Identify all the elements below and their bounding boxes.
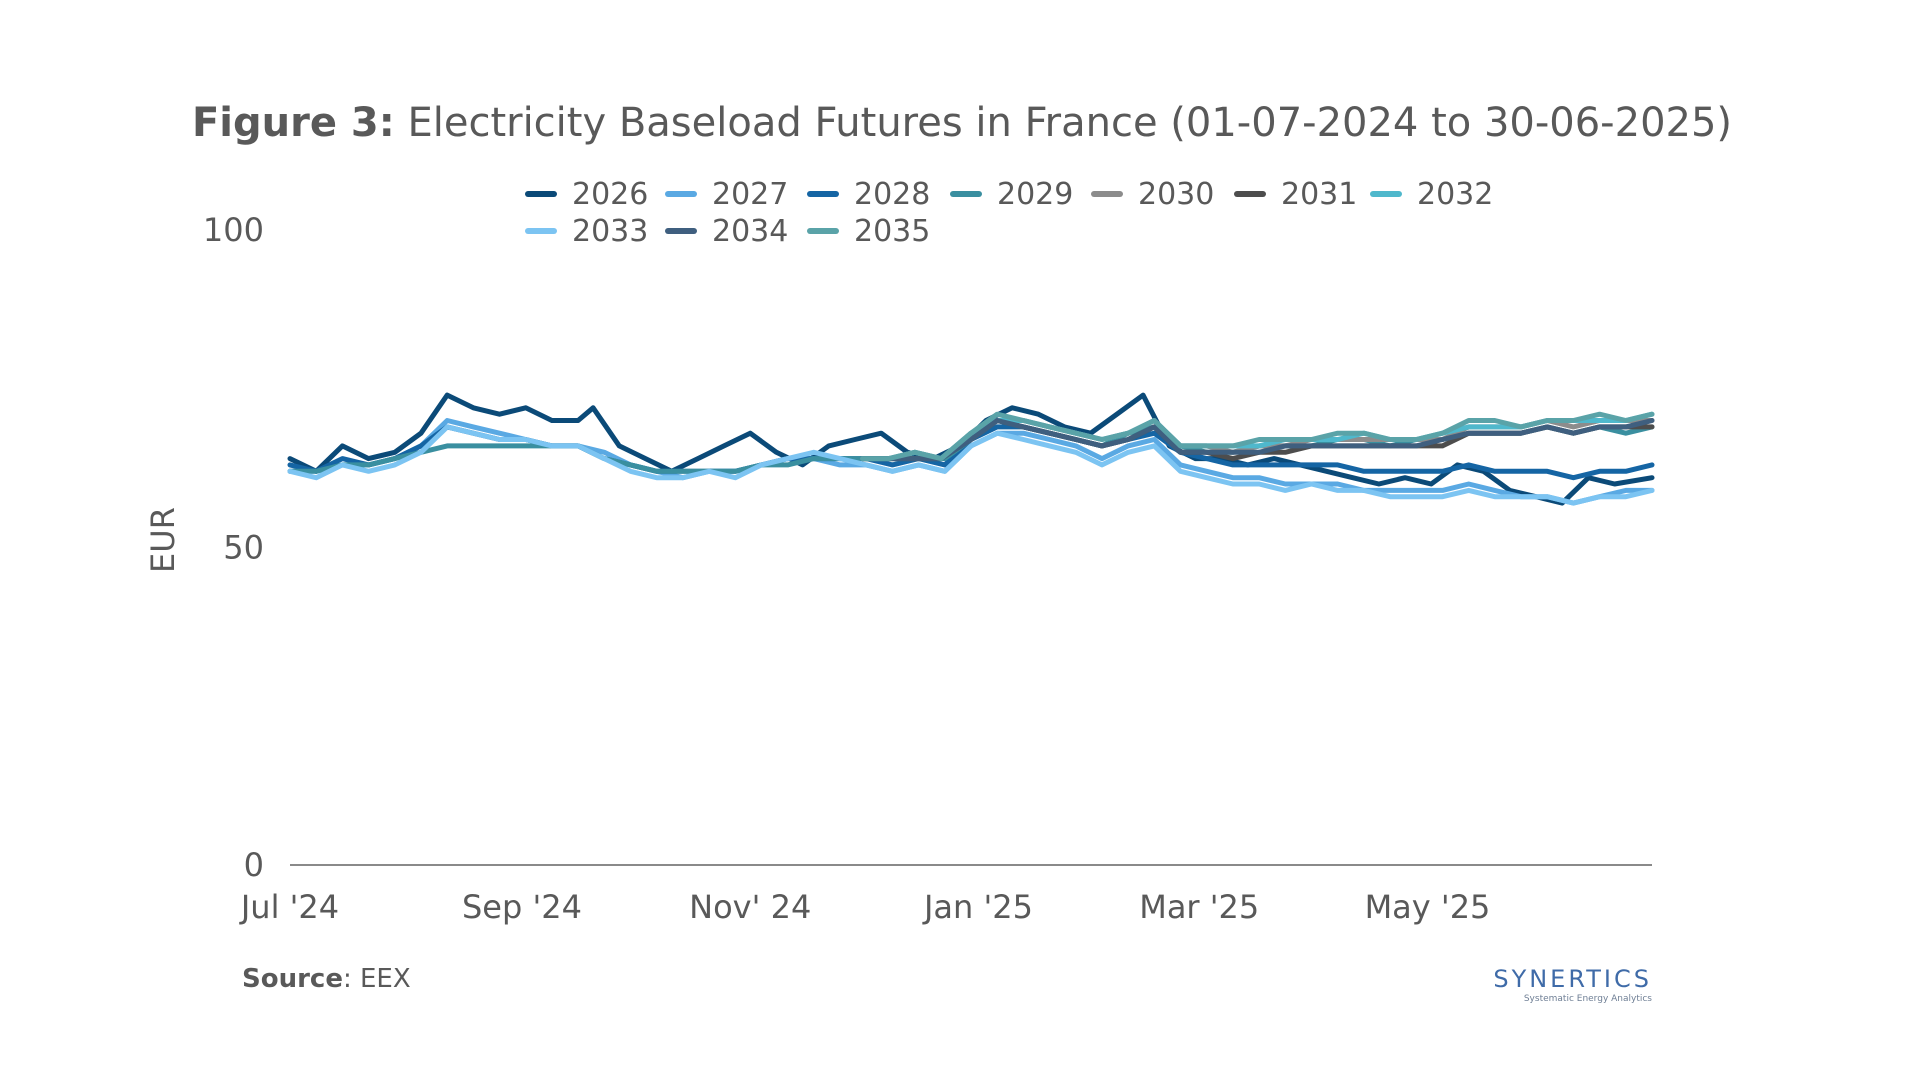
x-tick-label: Mar '25 bbox=[1139, 888, 1259, 926]
x-axis-ticks: Jul '24 Sep '24 Nov' 24 Jan '25 Mar '25 May '… bbox=[239, 888, 1491, 926]
source-label: Source bbox=[242, 964, 343, 994]
series-line-2033 bbox=[287, 424, 1655, 506]
legend-label: 2031 bbox=[1281, 177, 1357, 212]
legend: 2026 2027 2028 2029 2030 2031 2032 2033 2034 2035 bbox=[525, 177, 1493, 249]
x-tick-label: Jul '24 bbox=[239, 888, 339, 926]
logo-name: SYNERTICS bbox=[1493, 965, 1652, 993]
legend-label: 2032 bbox=[1417, 177, 1493, 212]
legend-label: 2033 bbox=[572, 214, 648, 249]
legend-label: 2034 bbox=[712, 214, 788, 249]
y-axis-title: EUR bbox=[144, 507, 182, 573]
legend-label: 2028 bbox=[854, 177, 930, 212]
chart-title-bold: Figure 3: bbox=[192, 100, 395, 146]
legend-label: 2035 bbox=[854, 214, 930, 249]
legend-label: 2030 bbox=[1138, 177, 1214, 212]
series-line-2034 bbox=[860, 418, 1655, 462]
source-note: Source: EEX bbox=[242, 964, 411, 994]
x-tick-label: May '25 bbox=[1365, 888, 1491, 926]
y-tick-label: 100 bbox=[203, 211, 264, 249]
y-tick-label: 0 bbox=[244, 846, 264, 884]
chart-title-text: Electricity Baseload Futures in France (… bbox=[395, 100, 1732, 146]
series-line-2035 bbox=[860, 411, 1655, 462]
x-tick-label: Sep '24 bbox=[462, 888, 582, 926]
logo-tagline: Systematic Energy Analytics bbox=[1524, 994, 1652, 1004]
y-tick-label: 50 bbox=[223, 529, 264, 567]
x-tick-label: Jan '25 bbox=[922, 888, 1033, 926]
x-tick-label: Nov' 24 bbox=[689, 888, 811, 926]
legend-label: 2027 bbox=[712, 177, 788, 212]
source-text: : EEX bbox=[343, 964, 411, 994]
legend-label: 2029 bbox=[997, 177, 1073, 212]
series-lines bbox=[287, 392, 1655, 506]
legend-label: 2026 bbox=[572, 177, 648, 212]
y-axis-ticks: 0 50 100 bbox=[203, 211, 264, 884]
synertics-logo: SYNERTICS Systematic Energy Analytics bbox=[1493, 965, 1652, 1004]
chart-title: Figure 3: Electricity Baseload Futures i… bbox=[192, 100, 1732, 146]
